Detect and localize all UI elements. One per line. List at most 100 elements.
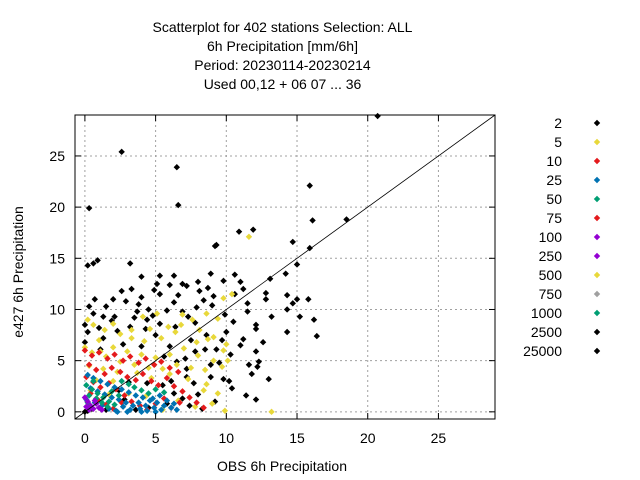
data-point xyxy=(95,349,103,356)
data-point xyxy=(223,341,230,348)
legend-marker xyxy=(593,290,601,298)
data-point xyxy=(283,306,291,313)
data-point xyxy=(81,321,89,329)
data-point xyxy=(240,285,247,293)
data-point xyxy=(248,370,255,378)
data-point xyxy=(136,405,144,412)
data-point xyxy=(230,318,237,325)
data-point xyxy=(105,398,113,405)
legend-marker xyxy=(593,119,601,127)
data-point xyxy=(204,335,212,343)
data-point xyxy=(179,388,186,395)
data-point xyxy=(145,390,152,397)
data-point xyxy=(220,295,227,302)
data-point xyxy=(163,397,171,404)
data-point xyxy=(95,336,103,344)
data-point xyxy=(196,287,203,295)
data-point xyxy=(155,382,162,389)
data-point xyxy=(186,394,193,401)
data-point xyxy=(193,399,200,406)
data-point xyxy=(109,405,117,412)
legend-marker xyxy=(593,252,601,260)
data-point xyxy=(93,366,100,374)
data-point xyxy=(173,361,181,368)
legend-marker xyxy=(593,309,601,317)
data-point xyxy=(88,352,96,359)
data-point xyxy=(131,384,138,391)
data-point xyxy=(138,293,145,301)
data-point xyxy=(158,334,165,342)
data-point xyxy=(240,335,247,343)
data-point xyxy=(160,402,168,409)
data-point xyxy=(252,325,260,333)
y-tick-label: 20 xyxy=(49,199,65,215)
data-point xyxy=(252,321,260,329)
data-point xyxy=(170,390,178,397)
data-point xyxy=(203,310,210,317)
data-point xyxy=(218,363,226,370)
data-point xyxy=(158,406,165,413)
data-point xyxy=(252,396,260,403)
data-point xyxy=(119,341,127,348)
data-point xyxy=(244,308,251,315)
data-point xyxy=(134,369,141,377)
data-point xyxy=(95,324,103,332)
data-point xyxy=(83,382,90,389)
data-point xyxy=(214,390,222,397)
data-point xyxy=(109,320,117,328)
data-point xyxy=(220,277,227,285)
data-point xyxy=(126,406,134,413)
data-point xyxy=(175,291,182,299)
legend-marker xyxy=(593,176,601,184)
data-point xyxy=(265,375,272,383)
data-point xyxy=(108,364,115,372)
data-point xyxy=(293,261,301,268)
legend-label: 2500 xyxy=(531,324,562,340)
data-point xyxy=(293,296,301,303)
data-point xyxy=(306,244,313,252)
data-point xyxy=(100,365,107,373)
data-point xyxy=(166,351,173,358)
data-point xyxy=(152,408,159,416)
data-point xyxy=(163,374,171,382)
data-point xyxy=(192,348,199,355)
data-point xyxy=(101,370,108,378)
legend-label: 75 xyxy=(546,210,562,226)
data-point xyxy=(216,359,223,366)
data-point xyxy=(177,321,185,329)
data-point xyxy=(245,361,253,368)
data-point xyxy=(306,182,313,189)
data-point xyxy=(84,371,91,379)
data-point xyxy=(111,351,118,358)
y-tick-label: 0 xyxy=(57,404,65,420)
data-point xyxy=(139,370,147,378)
data-point xyxy=(211,242,219,250)
data-point xyxy=(268,313,275,320)
data-point xyxy=(126,353,134,360)
data-point xyxy=(118,148,125,156)
data-point xyxy=(146,325,154,333)
data-point xyxy=(153,399,161,406)
data-point xyxy=(114,408,121,416)
legend-marker xyxy=(593,347,601,355)
legend-label: 500 xyxy=(539,267,563,283)
data-point xyxy=(208,302,216,309)
data-point xyxy=(262,296,270,303)
data-points xyxy=(81,112,381,416)
data-point xyxy=(97,384,104,391)
legend-label: 50 xyxy=(546,191,562,207)
legend-label: 10 xyxy=(546,153,562,169)
data-point xyxy=(131,314,138,321)
x-tick-label: 20 xyxy=(360,430,376,446)
data-point xyxy=(159,382,166,389)
data-point xyxy=(310,316,318,323)
data-point xyxy=(175,368,182,376)
grid xyxy=(75,115,495,419)
data-point xyxy=(158,358,165,365)
data-point xyxy=(200,297,207,304)
data-point xyxy=(245,233,253,241)
data-point xyxy=(115,396,123,403)
data-point xyxy=(85,204,93,212)
data-point xyxy=(186,402,193,409)
